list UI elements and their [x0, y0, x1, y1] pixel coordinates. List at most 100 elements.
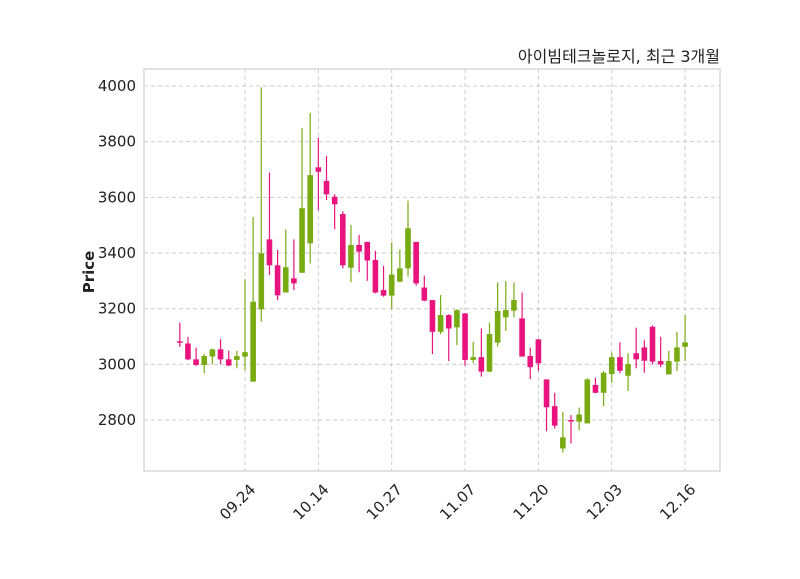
candle-up [209, 348, 216, 365]
candle-down [519, 292, 525, 357]
candle-body [372, 259, 379, 293]
candle-body [177, 341, 183, 343]
candle-up [666, 350, 672, 375]
candle-body [568, 420, 574, 422]
candle-body [519, 318, 525, 357]
candle-down [266, 172, 273, 276]
candle-down [291, 239, 297, 291]
candle-down [380, 265, 387, 297]
plot-frame [143, 68, 721, 472]
y-tick-label: 2800 [98, 411, 136, 429]
candle-body [201, 356, 208, 365]
candle-down [315, 137, 322, 211]
candle-down [527, 347, 534, 380]
candle-body [340, 214, 346, 266]
candle-down [657, 336, 664, 368]
candle-up [258, 87, 265, 322]
candle-down [217, 339, 224, 365]
candle-up [201, 354, 208, 374]
candle-up [405, 200, 411, 277]
candle-body [193, 359, 199, 365]
y-tick-label: 3000 [98, 355, 136, 373]
y-tick-label: 3400 [98, 244, 136, 262]
candle-body [225, 359, 232, 366]
candle-up [600, 371, 607, 407]
candle-down [177, 322, 183, 347]
candle-body [266, 239, 273, 266]
candle-body [258, 253, 265, 310]
candle-body [185, 343, 191, 360]
candle-down [543, 379, 550, 432]
candle-up [299, 128, 305, 273]
candle-up [576, 407, 582, 431]
candle-body [413, 241, 419, 284]
candle-down [445, 314, 452, 362]
candle-up [282, 229, 289, 293]
candle-body [217, 349, 224, 360]
candle-body [486, 334, 493, 372]
candle-body [608, 357, 615, 375]
candle-up [625, 353, 631, 392]
candle-body [560, 437, 566, 449]
candle-down [478, 328, 485, 377]
candle-body [429, 300, 436, 332]
candle-down [592, 377, 599, 394]
candle-down [323, 156, 330, 201]
candle-up [511, 282, 517, 318]
candle-down [372, 250, 379, 294]
candle-body [348, 244, 354, 268]
candle-up [470, 341, 476, 364]
candles [177, 87, 688, 453]
candle-body [364, 241, 371, 261]
candle-up [250, 216, 256, 382]
candle-down [193, 347, 199, 367]
candle-body [307, 175, 313, 244]
candle-body [511, 300, 517, 311]
y-tick-label: 3200 [98, 300, 136, 318]
y-axis-label: Price [80, 251, 98, 294]
candle-down [568, 415, 574, 444]
candle-body [503, 310, 509, 318]
candle-body [470, 357, 476, 360]
candle-up [486, 322, 493, 373]
x-tick-label: 12.16 [656, 481, 699, 524]
candle-body [445, 315, 452, 329]
candle-body [592, 384, 599, 393]
candle-body [242, 352, 248, 357]
candle-up [584, 378, 591, 424]
candle-up [560, 411, 566, 453]
candle-body [282, 267, 289, 293]
candle-body [299, 208, 305, 273]
y-tick-label: 4000 [98, 77, 136, 95]
x-tick-label: 11.20 [510, 481, 553, 524]
candle-down [535, 339, 542, 371]
candle-body [657, 361, 664, 365]
candle-up [397, 249, 403, 283]
candle-body [388, 274, 395, 296]
candle-up [307, 112, 313, 264]
candle-down [633, 327, 639, 369]
candle-body [291, 278, 297, 284]
candle-body [649, 326, 656, 362]
candle-body [584, 379, 591, 424]
candle-body [543, 379, 550, 408]
candle-down [356, 234, 362, 273]
candle-down [649, 325, 656, 365]
candle-up [348, 224, 354, 283]
candle-body [234, 356, 240, 360]
candle-body [535, 339, 542, 364]
candle-body [356, 244, 362, 252]
candle-body [209, 349, 216, 357]
candle-body [625, 364, 631, 376]
candle-body [633, 353, 639, 360]
candle-down [641, 340, 648, 373]
candle-body [315, 167, 322, 172]
candle-body [478, 357, 485, 372]
candle-body [323, 180, 330, 195]
y-tick-label: 3800 [98, 133, 136, 151]
candle-up [437, 295, 444, 335]
candle-body [600, 372, 607, 393]
x-tick-label: 10.27 [363, 481, 406, 524]
x-tick-label: 11.07 [436, 481, 479, 524]
